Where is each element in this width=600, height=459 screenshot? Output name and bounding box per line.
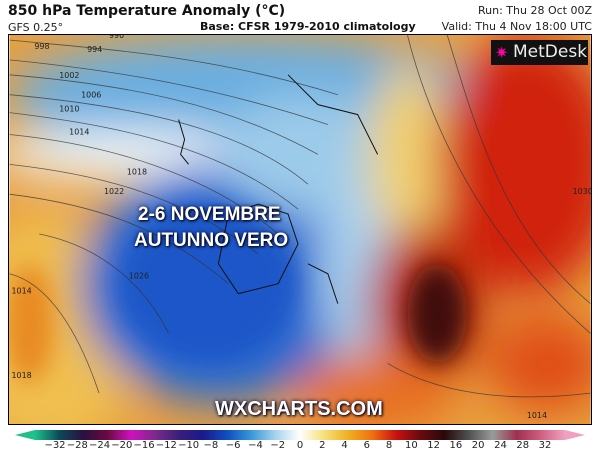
colorbar-tick-label: 10 <box>404 440 418 451</box>
coastlines <box>178 74 379 304</box>
colorbar-tick-label: −6 <box>225 440 241 451</box>
svg-text:998: 998 <box>34 42 49 51</box>
colorbar-tick-label: −16 <box>133 440 155 451</box>
colorbar-max-arrow <box>565 430 585 440</box>
svg-text:1030: 1030 <box>573 187 592 196</box>
svg-text:1018: 1018 <box>127 167 147 176</box>
colorbar-tick-label: −32 <box>44 440 66 451</box>
overlay-title: 2-6 NOVEMBRE <box>138 204 281 225</box>
colorbar-tick-label: 2 <box>319 440 326 451</box>
colorbar-tick-label: 6 <box>363 440 370 451</box>
colorbar-min-arrow <box>15 430 35 440</box>
isobar-labels: 998 994 990 1002 1006 1010 1014 1018 102… <box>11 34 592 420</box>
colorbar-tick-label: 20 <box>471 440 485 451</box>
model-label: GFS 0.25° <box>8 21 64 34</box>
svg-text:1026: 1026 <box>129 272 149 281</box>
temperature-field <box>9 35 591 424</box>
svg-text:1014: 1014 <box>11 287 31 296</box>
colorbar-tick-label: 0 <box>296 440 304 451</box>
colorbar-tick-label: 8 <box>385 440 393 451</box>
run-time: Run: Thu 28 Oct 00Z <box>478 4 592 17</box>
colorbar-tick-label: −28 <box>66 440 88 451</box>
metdesk-logo: ✷ MetDesk <box>491 40 588 65</box>
svg-text:1018: 1018 <box>11 371 31 380</box>
watermark: WXCHARTS.COM <box>215 398 383 420</box>
colorbar-tick-label: −20 <box>111 440 133 451</box>
colorbar-tick-label: −2 <box>270 440 286 451</box>
colorbar-tick-label: −10 <box>178 440 200 451</box>
svg-text:1010: 1010 <box>59 105 79 114</box>
svg-text:990: 990 <box>109 34 124 40</box>
colorbar-tick-label: 12 <box>427 440 440 451</box>
colorbar-tick-label: 4 <box>341 440 348 451</box>
valid-time: Valid: Thu 4 Nov 18:00 UTC <box>441 20 592 33</box>
colorbar-tick-label: 28 <box>516 440 530 451</box>
colorbar-tick-label: −24 <box>88 440 111 451</box>
colorbar-tick-label: −8 <box>203 440 219 451</box>
overlay-subtitle: AUTUNNO VERO <box>134 230 289 251</box>
svg-text:1006: 1006 <box>81 91 101 100</box>
colorbar-tick-label: −4 <box>248 440 263 451</box>
colorbar-tick-label: 24 <box>494 440 507 451</box>
colorbar-tick-label: 32 <box>538 440 552 451</box>
colorbar <box>15 430 585 440</box>
svg-text:994: 994 <box>87 45 102 54</box>
pinwheel-star-icon: ✷ <box>495 43 509 62</box>
isobar-lines <box>9 35 591 398</box>
svg-text:1014: 1014 <box>527 411 547 420</box>
colorbar-gradient <box>35 430 565 440</box>
svg-text:1014: 1014 <box>69 127 89 136</box>
svg-text:1022: 1022 <box>104 187 124 196</box>
base-climatology: Base: CFSR 1979-2010 climatology <box>200 20 416 33</box>
colorbar-tick-label: 16 <box>449 440 463 451</box>
logo-text: MetDesk <box>513 42 588 62</box>
svg-text:1002: 1002 <box>59 71 79 80</box>
chart-title: 850 hPa Temperature Anomaly (°C) <box>8 3 286 19</box>
colorbar-tick-label: −12 <box>155 440 177 451</box>
anomaly-map: 998 994 990 1002 1006 1010 1014 1018 102… <box>8 34 592 425</box>
